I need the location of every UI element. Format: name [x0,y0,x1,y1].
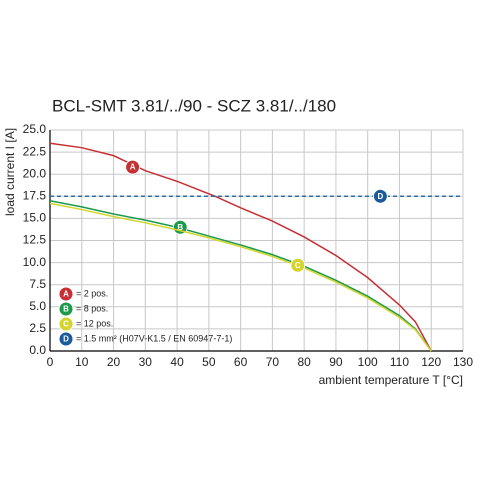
x-tick-label: 40 [170,355,184,369]
curve-marker [290,257,306,273]
y-tick-label: 5.0 [29,299,46,313]
x-tick-label: 0 [47,355,54,369]
y-tick-label: 15.0 [23,211,47,225]
y-tick-label: 25.0 [23,122,47,136]
legend-marker-letter: A [63,290,69,299]
curve-marker [372,188,388,204]
curve-marker-letter: B [177,223,183,232]
legend-label: = 8 pos. [76,303,108,313]
y-tick-label: 10.0 [23,255,47,269]
curve-marker [125,159,141,175]
series-line [49,142,432,352]
legend-marker-letter: D [63,335,69,344]
chart-title: BCL-SMT 3.81/../90 - SCZ 3.81/../180 [52,96,336,115]
x-tick-label: 30 [139,355,153,369]
y-tick-label: 17.5 [23,188,47,202]
series-line [49,199,432,352]
series-line [49,202,432,352]
curve-marker [172,219,188,235]
legend-label: = 1.5 mm² (H07V-K1.5 / EN 60947-7-1) [76,333,232,343]
x-tick-label: 80 [297,355,311,369]
x-tick-label: 100 [358,355,378,369]
y-tick-label: 7.5 [29,277,46,291]
legend-marker [58,301,74,317]
x-axis-title: ambient temperature T [°C] [319,373,463,387]
x-tick-label: 60 [234,355,248,369]
x-tick-label: 120 [421,355,441,369]
y-tick-label: 0.0 [29,343,46,357]
y-tick-label: 22.5 [23,144,47,158]
legend-marker-letter: C [63,320,69,329]
x-tick-label: 50 [202,355,216,369]
legend-label: = 2 pos. [76,288,108,298]
legend-label: = 12 pos. [76,318,113,328]
y-tick-label: 2.5 [29,321,46,335]
y-axis-title: load current I [A] [3,128,17,216]
legend-marker [58,331,74,347]
legend-marker [58,316,74,332]
x-tick-label: 10 [75,355,89,369]
x-tick-label: 90 [329,355,343,369]
curve-marker-letter: D [378,192,384,201]
x-tick-label: 70 [266,355,280,369]
curve-marker-letter: C [295,261,301,270]
x-tick-label: 20 [107,355,121,369]
x-tick-label: 130 [453,355,473,369]
y-tick-label: 20.0 [23,166,47,180]
legend-marker-letter: B [63,305,69,314]
curve-marker-letter: A [130,163,136,172]
legend-marker [58,286,74,302]
y-tick-label: 12.5 [23,233,47,247]
x-tick-label: 110 [390,355,409,369]
